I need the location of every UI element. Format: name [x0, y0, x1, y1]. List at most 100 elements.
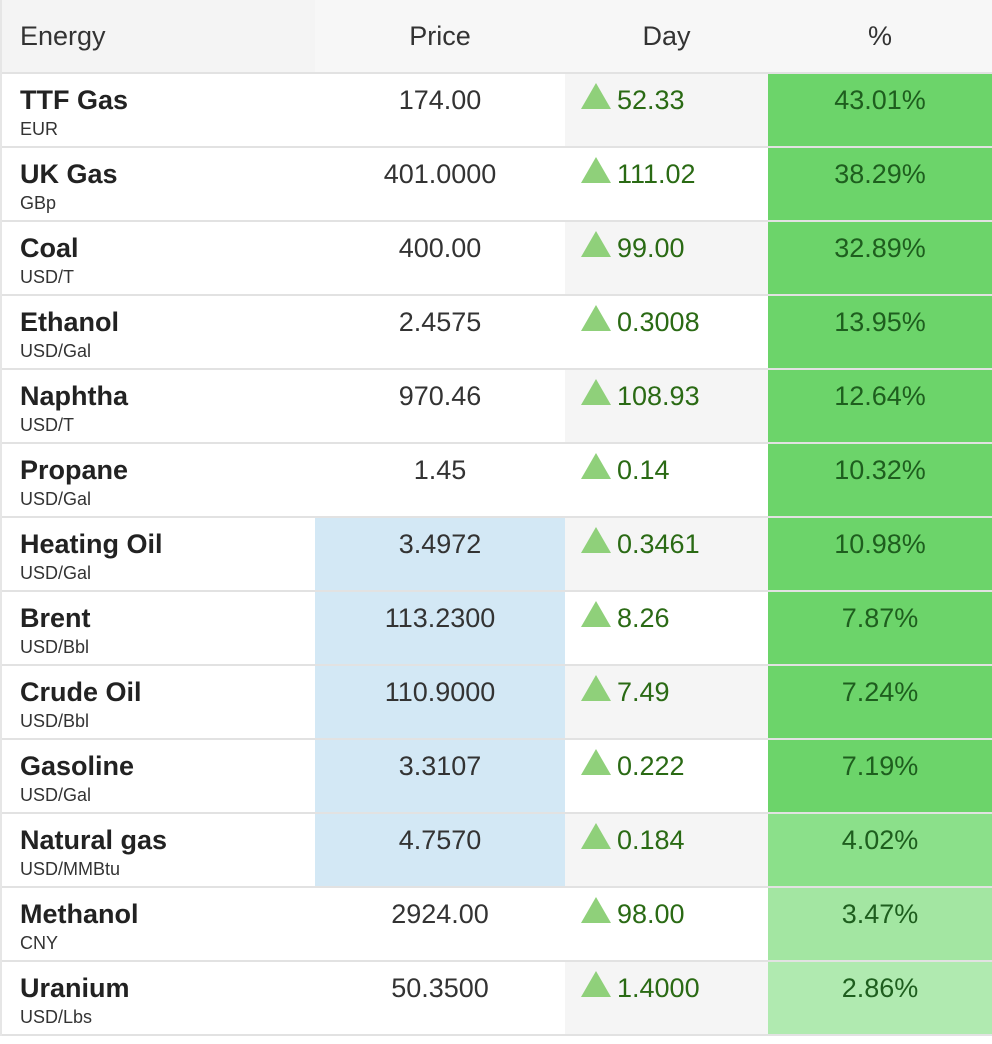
price-value: 970.46	[398, 381, 482, 411]
day-change-cell: 0.3008	[565, 296, 768, 368]
commodity-unit: CNY	[20, 933, 59, 953]
up-arrow-icon	[581, 897, 611, 923]
up-arrow-icon	[581, 83, 611, 109]
commodity-cell[interactable]: UK Gas GBp	[2, 148, 315, 220]
price-cell: 4.7570	[315, 814, 565, 886]
table-body: TTF Gas EUR 174.00 52.33 43.01% UK Gas GBp 401.…	[2, 74, 992, 1036]
day-change-cell: 7.49	[565, 666, 768, 738]
commodity-cell[interactable]: Ethanol USD/Gal	[2, 296, 315, 368]
commodity-name[interactable]: Methanol	[20, 899, 139, 929]
day-change-cell: 52.33	[565, 74, 768, 146]
commodity-cell[interactable]: Coal USD/T	[2, 222, 315, 294]
commodity-name[interactable]: Natural gas	[20, 825, 168, 855]
commodity-name[interactable]: UK Gas	[20, 159, 118, 189]
up-arrow-icon	[581, 823, 611, 849]
price-cell: 3.3107	[315, 740, 565, 812]
percent-change-cell: 4.02%	[768, 814, 992, 886]
commodity-name[interactable]: Heating Oil	[20, 529, 163, 559]
commodity-cell[interactable]: Crude Oil USD/Bbl	[2, 666, 315, 738]
percent-change-value: 2.86%	[841, 973, 919, 1003]
table-row[interactable]: UK Gas GBp 401.0000 111.02 38.29%	[2, 148, 992, 222]
percent-change-cell: 3.47%	[768, 888, 992, 960]
commodity-unit: GBp	[20, 193, 57, 213]
price-value: 401.0000	[383, 159, 497, 189]
commodity-unit: USD/MMBtu	[20, 859, 121, 879]
commodity-unit: USD/Gal	[20, 785, 92, 805]
commodity-cell[interactable]: Natural gas USD/MMBtu	[2, 814, 315, 886]
day-change-cell: 1.4000	[565, 962, 768, 1034]
price-value: 110.9000	[384, 677, 496, 707]
up-arrow-icon	[581, 231, 611, 257]
table-row[interactable]: Ethanol USD/Gal 2.4575 0.3008 13.95%	[2, 296, 992, 370]
price-cell: 110.9000	[315, 666, 565, 738]
percent-change-cell: 2.86%	[768, 962, 992, 1034]
price-value: 2924.00	[391, 899, 489, 929]
table-row[interactable]: Coal USD/T 400.00 99.00 32.89%	[2, 222, 992, 296]
table-row[interactable]: Brent USD/Bbl 113.2300 8.26 7.87%	[2, 592, 992, 666]
commodity-unit: USD/Gal	[20, 563, 92, 583]
table-row[interactable]: Naphtha USD/T 970.46 108.93 12.64%	[2, 370, 992, 444]
percent-change-cell: 10.98%	[768, 518, 992, 590]
commodity-unit: USD/T	[20, 267, 74, 287]
day-change-value: 7.49	[617, 677, 670, 707]
price-cell: 400.00	[315, 222, 565, 294]
percent-change-cell: 43.01%	[768, 74, 992, 146]
commodity-name[interactable]: Brent	[20, 603, 91, 633]
day-change-value: 108.93	[617, 381, 700, 411]
commodity-name[interactable]: Coal	[20, 233, 79, 263]
price-cell: 174.00	[315, 74, 565, 146]
header-day-label: Day	[642, 21, 691, 51]
header-day[interactable]: Day	[565, 0, 768, 72]
commodity-cell[interactable]: Propane USD/Gal	[2, 444, 315, 516]
percent-change-value: 7.24%	[841, 677, 919, 707]
commodity-name[interactable]: Naphtha	[20, 381, 128, 411]
commodity-cell[interactable]: Brent USD/Bbl	[2, 592, 315, 664]
table-row[interactable]: Natural gas USD/MMBtu 4.7570 0.184 4.02%	[2, 814, 992, 888]
price-cell: 2.4575	[315, 296, 565, 368]
commodity-unit: USD/Gal	[20, 489, 92, 509]
up-arrow-icon	[581, 453, 611, 479]
price-value: 4.7570	[398, 825, 482, 855]
table-row[interactable]: Crude Oil USD/Bbl 110.9000 7.49 7.24%	[2, 666, 992, 740]
percent-change-cell: 13.95%	[768, 296, 992, 368]
commodity-name[interactable]: Crude Oil	[20, 677, 142, 707]
day-change-cell: 99.00	[565, 222, 768, 294]
day-change-cell: 111.02	[565, 148, 768, 220]
percent-change-cell: 7.19%	[768, 740, 992, 812]
commodity-cell[interactable]: Uranium USD/Lbs	[2, 962, 315, 1034]
header-percent[interactable]: %	[768, 0, 992, 72]
commodity-name[interactable]: Propane	[20, 455, 129, 485]
price-cell: 401.0000	[315, 148, 565, 220]
price-cell: 50.3500	[315, 962, 565, 1034]
table-row[interactable]: Propane USD/Gal 1.45 0.14 10.32%	[2, 444, 992, 518]
percent-change-cell: 38.29%	[768, 148, 992, 220]
header-price[interactable]: Price	[315, 0, 565, 72]
up-arrow-icon	[581, 601, 611, 627]
commodity-cell[interactable]: Gasoline USD/Gal	[2, 740, 315, 812]
up-arrow-icon	[581, 971, 611, 997]
percent-change-value: 43.01%	[834, 85, 926, 115]
table-row[interactable]: TTF Gas EUR 174.00 52.33 43.01%	[2, 74, 992, 148]
commodity-name[interactable]: Gasoline	[20, 751, 135, 781]
day-change-cell: 0.14	[565, 444, 768, 516]
price-value: 3.3107	[398, 751, 482, 781]
day-change-value: 99.00	[617, 233, 685, 263]
price-value: 400.00	[398, 233, 482, 263]
table-row[interactable]: Gasoline USD/Gal 3.3107 0.222 7.19%	[2, 740, 992, 814]
commodity-cell[interactable]: Naphtha USD/T	[2, 370, 315, 442]
percent-change-value: 38.29%	[834, 159, 926, 189]
commodity-unit: USD/T	[20, 415, 74, 435]
header-energy[interactable]: Energy	[2, 0, 315, 72]
price-value: 1.45	[413, 455, 467, 485]
commodity-cell[interactable]: Heating Oil USD/Gal	[2, 518, 315, 590]
commodity-name[interactable]: Ethanol	[20, 307, 119, 337]
table-row[interactable]: Uranium USD/Lbs 50.3500 1.4000 2.86%	[2, 962, 992, 1036]
commodity-name[interactable]: TTF Gas	[20, 85, 129, 115]
table-row[interactable]: Heating Oil USD/Gal 3.4972 0.3461 10.98%	[2, 518, 992, 592]
up-arrow-icon	[581, 527, 611, 553]
table-row[interactable]: Methanol CNY 2924.00 98.00 3.47%	[2, 888, 992, 962]
commodity-cell[interactable]: Methanol CNY	[2, 888, 315, 960]
commodity-cell[interactable]: TTF Gas EUR	[2, 74, 315, 146]
commodity-name[interactable]: Uranium	[20, 973, 130, 1003]
